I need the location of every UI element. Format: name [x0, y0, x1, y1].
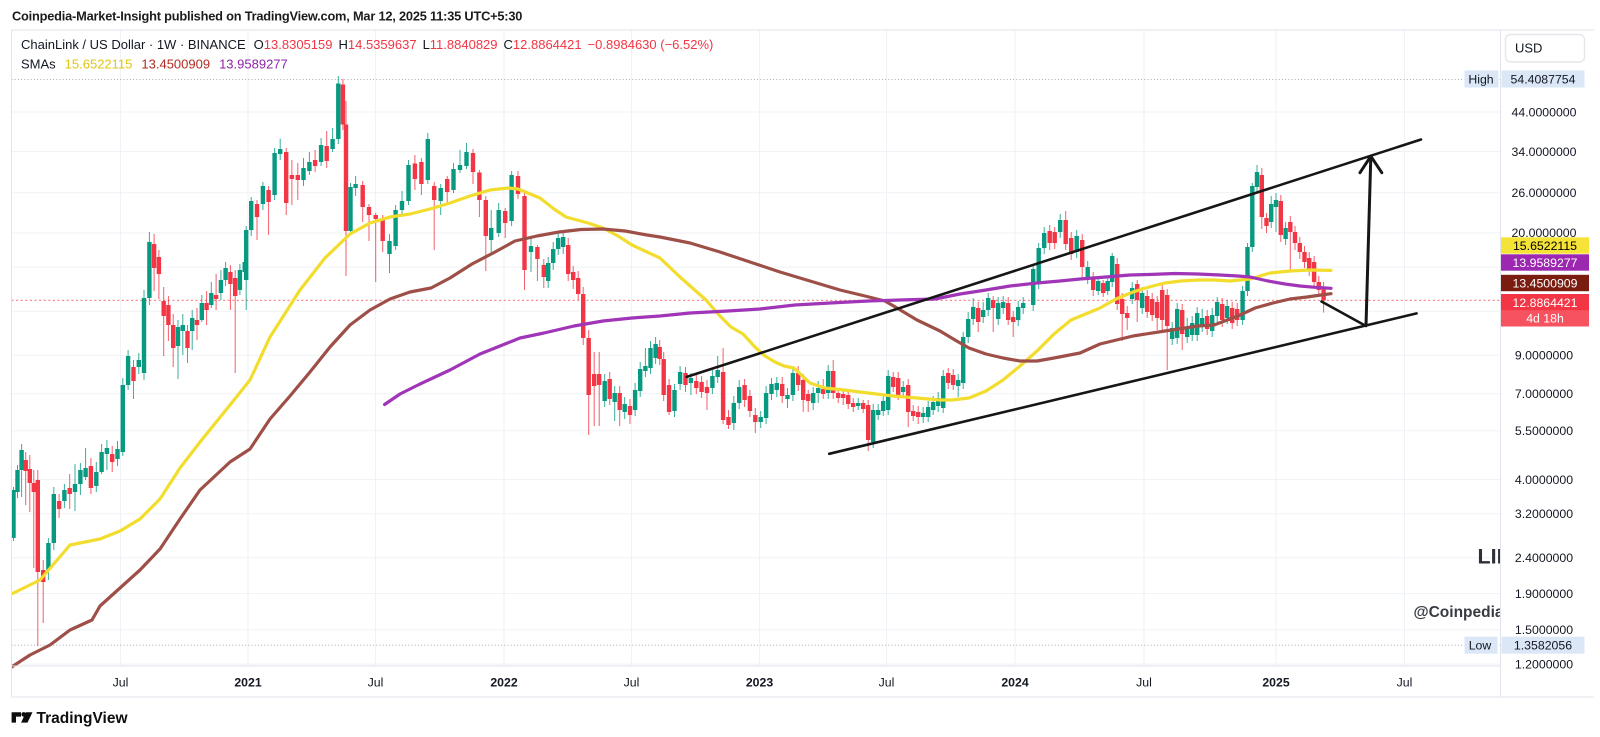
- svg-text:12.8864421: 12.8864421: [1513, 296, 1578, 310]
- svg-text:2.4000000: 2.4000000: [1515, 551, 1573, 565]
- svg-text:5.5000000: 5.5000000: [1515, 424, 1573, 438]
- svg-text:1.5000000: 1.5000000: [1515, 623, 1573, 637]
- svg-text:LINK: LINK: [1478, 545, 1529, 569]
- svg-text:1.3582056: 1.3582056: [1514, 639, 1572, 653]
- svg-text:20.0000000: 20.0000000: [1512, 226, 1577, 240]
- svg-text:Jul: Jul: [1136, 676, 1152, 690]
- svg-text:Jul: Jul: [1397, 676, 1413, 690]
- svg-text:2021: 2021: [234, 676, 262, 690]
- svg-text:44.0000000: 44.0000000: [1512, 105, 1577, 119]
- svg-text:2025: 2025: [1262, 676, 1290, 690]
- svg-text:15.6522115: 15.6522115: [1513, 239, 1577, 253]
- svg-text:4.0000000: 4.0000000: [1515, 473, 1573, 487]
- svg-text:Low: Low: [1469, 639, 1492, 653]
- svg-text:Coinpedia-Market-Insight publi: Coinpedia-Market-Insight published on Tr…: [12, 9, 522, 24]
- svg-text:13.9589277: 13.9589277: [1513, 256, 1578, 270]
- svg-text:Jul: Jul: [368, 676, 384, 690]
- svg-text:Jul: Jul: [879, 676, 895, 690]
- svg-text:TradingView: TradingView: [37, 710, 129, 727]
- svg-text:13.4500909: 13.4500909: [1513, 276, 1578, 290]
- svg-text:54.4087754: 54.4087754: [1511, 73, 1576, 87]
- svg-text:2023: 2023: [746, 676, 774, 690]
- svg-text:7.0000000: 7.0000000: [1515, 387, 1573, 401]
- svg-text:34.0000000: 34.0000000: [1512, 145, 1577, 159]
- svg-text:Jul: Jul: [624, 676, 640, 690]
- svg-text:9.0000000: 9.0000000: [1515, 349, 1573, 363]
- svg-text:USD: USD: [1515, 41, 1542, 56]
- svg-text:Jul: Jul: [113, 676, 129, 690]
- svg-text:@Coinpedia: @Coinpedia: [1414, 604, 1504, 621]
- svg-text:26.0000000: 26.0000000: [1512, 186, 1577, 200]
- svg-text:2024: 2024: [1001, 676, 1029, 690]
- svg-text:2022: 2022: [490, 676, 518, 690]
- svg-text:3.2000000: 3.2000000: [1515, 507, 1573, 521]
- svg-text:1.9000000: 1.9000000: [1515, 587, 1573, 601]
- svg-text:1.2000000: 1.2000000: [1515, 657, 1573, 671]
- svg-text:ChainLink / US Dollar · 1W · B: ChainLink / US Dollar · 1W · BINANCE O13.…: [21, 37, 713, 52]
- svg-text:High: High: [1468, 73, 1493, 87]
- svg-text:4d 18h: 4d 18h: [1526, 311, 1564, 325]
